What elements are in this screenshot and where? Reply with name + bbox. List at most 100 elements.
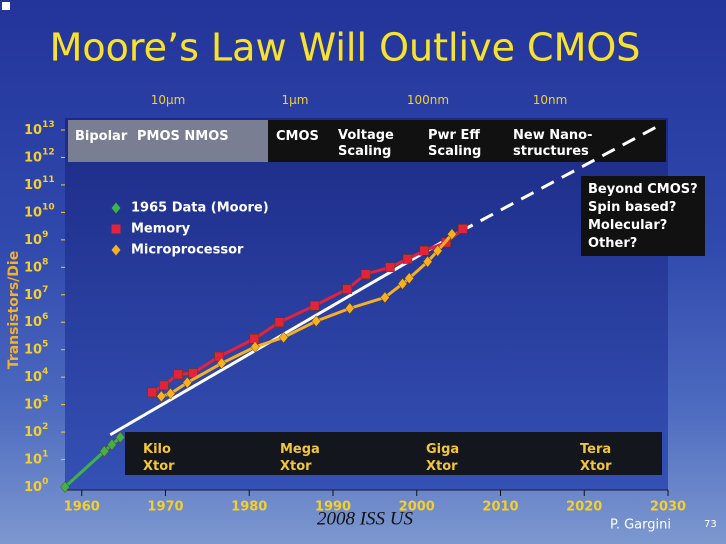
data-point xyxy=(278,331,289,344)
y-tick-label: 101 xyxy=(24,449,48,467)
feature-size: 1µm xyxy=(282,93,309,107)
y-tick-exponent: 10 xyxy=(42,202,55,212)
feature-size-line: 1µm xyxy=(282,93,309,107)
y-tick-label: 1012 xyxy=(24,147,55,165)
scale-label-line: Mega xyxy=(280,442,320,457)
data-point xyxy=(115,431,126,444)
era-label-line: Scaling xyxy=(338,144,391,159)
data-point xyxy=(419,246,430,256)
era-label: PMOS NMOS xyxy=(137,129,229,144)
data-point xyxy=(99,445,110,458)
y-tick-base: 10 xyxy=(24,452,42,467)
y-tick-exponent: 8 xyxy=(42,257,48,267)
data-point xyxy=(422,255,433,268)
series-line xyxy=(63,436,122,489)
y-tick-exponent: 7 xyxy=(42,284,48,294)
x-tick-label: 1970 xyxy=(147,500,183,515)
page-number: 73 xyxy=(704,519,717,530)
data-point xyxy=(274,317,285,327)
y-tick-exponent: 12 xyxy=(42,147,55,157)
beyond-label-line: Other? xyxy=(588,236,637,251)
data-point xyxy=(216,357,227,370)
y-tick-base: 10 xyxy=(24,425,42,440)
y-axis-title: Transistors/Die xyxy=(6,251,22,369)
feature-size: 10µm xyxy=(151,93,186,107)
data-point xyxy=(165,387,176,400)
beyond-label-line: Beyond CMOS? xyxy=(588,182,698,197)
era-label: Pwr Eff Scaling xyxy=(428,128,481,159)
era-label-line: PMOS NMOS xyxy=(137,129,229,144)
x-tick-label: 2030 xyxy=(650,500,686,515)
data-point xyxy=(60,481,70,493)
data-point xyxy=(402,254,413,264)
y-tick-exponent: 5 xyxy=(42,339,48,349)
legend-marker xyxy=(111,202,121,214)
data-point xyxy=(342,284,352,294)
y-tick-base: 10 xyxy=(24,397,42,412)
scale-label-line: Xtor xyxy=(580,459,612,474)
legend-label: 1965 Data (Moore) xyxy=(131,201,269,216)
era-label: CMOS xyxy=(276,129,319,144)
scale-label: Giga Xtor xyxy=(426,442,459,474)
y-tick-base: 10 xyxy=(24,315,42,330)
y-tick-label: 105 xyxy=(24,339,48,357)
beyond-label-line: Molecular? xyxy=(588,218,667,233)
data-point xyxy=(249,334,260,344)
x-tick-label: 2010 xyxy=(482,500,518,515)
y-tick-base: 10 xyxy=(24,480,42,495)
scale-band xyxy=(125,432,662,475)
data-point xyxy=(147,387,157,398)
legend-label: Microprocessor xyxy=(131,243,244,258)
y-tick-base: 10 xyxy=(24,232,42,247)
y-tick-label: 109 xyxy=(24,229,48,247)
legend-marker xyxy=(111,224,121,234)
feature-size: 100nm xyxy=(407,93,449,107)
x-tick-label: 1990 xyxy=(315,500,351,515)
era-label: Voltage Scaling xyxy=(338,128,394,159)
era-label-line: Pwr Eff xyxy=(428,128,480,143)
feature-size-line: 100nm xyxy=(407,93,449,107)
data-point xyxy=(159,380,169,391)
y-tick-label: 104 xyxy=(24,367,48,385)
y-tick-base: 10 xyxy=(24,370,42,385)
y-tick-exponent: 9 xyxy=(42,229,48,239)
y-tick-exponent: 6 xyxy=(42,312,48,322)
slide-title: Moore’s Law Will Outlive CMOS xyxy=(50,26,641,70)
y-tick-label: 1010 xyxy=(24,202,55,220)
era-label-line: New Nano- xyxy=(513,128,592,143)
beyond-box xyxy=(581,176,705,256)
data-point xyxy=(447,228,457,241)
y-tick-base: 10 xyxy=(24,342,42,357)
y-tick-label: 103 xyxy=(24,394,48,412)
legend-marker xyxy=(111,244,121,256)
data-point xyxy=(344,302,355,315)
data-point xyxy=(250,341,260,353)
era-label-line: Voltage xyxy=(338,128,394,143)
data-point xyxy=(458,224,468,234)
era-label: New Nano-structures xyxy=(513,128,592,159)
trend-extension xyxy=(459,123,663,233)
data-point xyxy=(385,262,395,273)
era-label-line: Scaling xyxy=(428,144,481,159)
y-tick-base: 10 xyxy=(24,123,42,138)
feature-size: 10nm xyxy=(533,93,568,107)
era-label: Bipolar xyxy=(75,129,128,144)
scale-label-line: Giga xyxy=(426,442,459,457)
scale-label-line: Kilo xyxy=(143,442,171,457)
y-tick-label: 1011 xyxy=(24,174,55,192)
x-tick-label: 1980 xyxy=(231,500,267,515)
data-point xyxy=(182,376,193,389)
data-point xyxy=(397,277,408,290)
footer-source: 2008 ISS US xyxy=(317,508,414,529)
corner-box xyxy=(2,2,10,10)
y-tick-base: 10 xyxy=(24,177,42,192)
scale-label-line: Xtor xyxy=(426,459,458,474)
data-point xyxy=(380,291,390,304)
feature-size-line: 10nm xyxy=(533,93,568,107)
scale-label: Mega Xtor xyxy=(280,442,320,474)
scale-label: Kilo Xtor xyxy=(143,442,175,474)
footer-author: P. Gargini xyxy=(610,518,671,533)
y-tick-label: 100 xyxy=(24,477,48,495)
y-tick-exponent: 2 xyxy=(42,422,48,432)
